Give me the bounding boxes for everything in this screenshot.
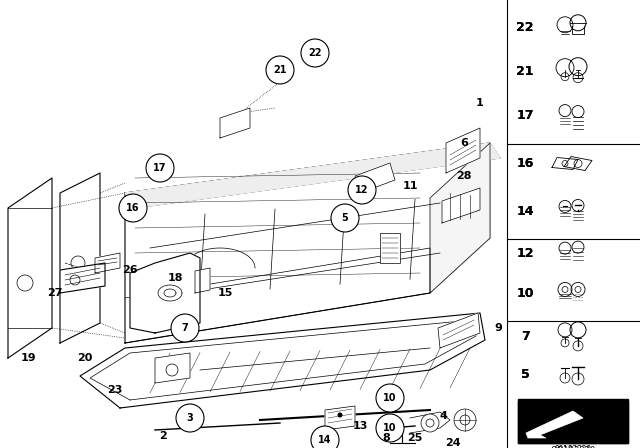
Polygon shape	[526, 408, 588, 438]
Circle shape	[376, 414, 404, 442]
Text: 3: 3	[521, 403, 529, 417]
Text: 10: 10	[516, 287, 534, 300]
Bar	[380, 233, 400, 263]
Text: 23: 23	[108, 385, 123, 395]
Polygon shape	[60, 173, 100, 343]
Circle shape	[266, 56, 294, 84]
Text: 22: 22	[516, 21, 534, 34]
Polygon shape	[442, 188, 480, 223]
Text: 20: 20	[77, 353, 93, 363]
Text: 1: 1	[476, 98, 484, 108]
Circle shape	[176, 404, 204, 432]
Text: 12: 12	[516, 246, 534, 260]
Text: 21: 21	[516, 65, 534, 78]
Text: 14: 14	[318, 435, 332, 445]
Circle shape	[337, 413, 342, 418]
Text: 5: 5	[342, 213, 348, 223]
Text: 24: 24	[445, 438, 461, 448]
Polygon shape	[220, 108, 250, 138]
Text: 12: 12	[516, 246, 534, 260]
Polygon shape	[446, 128, 480, 173]
Text: 10: 10	[383, 423, 397, 433]
Text: OO183330: OO183330	[550, 446, 596, 448]
Circle shape	[311, 426, 339, 448]
Polygon shape	[355, 163, 395, 193]
Text: 16: 16	[516, 157, 534, 170]
Text: 11: 11	[403, 181, 418, 191]
Polygon shape	[410, 412, 450, 433]
Circle shape	[454, 409, 476, 431]
Text: 8: 8	[382, 433, 390, 443]
Polygon shape	[195, 268, 210, 293]
Circle shape	[301, 39, 329, 67]
Text: 17: 17	[153, 163, 167, 173]
Text: 19: 19	[20, 353, 36, 363]
Text: 7: 7	[520, 330, 529, 344]
Text: 21: 21	[273, 65, 287, 75]
Circle shape	[119, 194, 147, 222]
Text: 14: 14	[516, 205, 534, 218]
Text: 10: 10	[516, 287, 534, 300]
Text: 13: 13	[352, 421, 368, 431]
Polygon shape	[130, 253, 200, 333]
Text: 26: 26	[122, 265, 138, 275]
Text: 5: 5	[520, 368, 529, 382]
Text: 16: 16	[126, 203, 140, 213]
Text: 2: 2	[159, 431, 167, 441]
Text: 15: 15	[218, 288, 233, 298]
Polygon shape	[155, 353, 190, 383]
Circle shape	[376, 384, 404, 412]
Text: 12: 12	[355, 185, 369, 195]
Text: 10: 10	[383, 393, 397, 403]
Text: 3: 3	[187, 413, 193, 423]
Text: OO183330: OO183330	[554, 445, 591, 448]
Polygon shape	[325, 406, 355, 430]
Bar	[518, 399, 628, 443]
Polygon shape	[526, 411, 583, 438]
Bar	[518, 401, 628, 443]
Text: 28: 28	[456, 171, 472, 181]
Text: 6: 6	[460, 138, 468, 148]
Text: 4: 4	[439, 411, 447, 421]
Text: 22: 22	[516, 21, 534, 34]
Polygon shape	[8, 178, 52, 358]
Text: 21: 21	[516, 65, 534, 78]
Polygon shape	[95, 253, 120, 273]
Text: 16: 16	[516, 157, 534, 170]
Polygon shape	[430, 143, 490, 293]
Text: 17: 17	[516, 109, 534, 122]
Text: 9: 9	[494, 323, 502, 333]
Circle shape	[348, 176, 376, 204]
Polygon shape	[438, 313, 480, 348]
Text: 27: 27	[47, 288, 63, 298]
Circle shape	[171, 314, 199, 342]
Circle shape	[331, 204, 359, 232]
Text: 7: 7	[182, 323, 188, 333]
Circle shape	[421, 414, 439, 432]
Text: 17: 17	[516, 109, 534, 122]
Text: 5: 5	[520, 368, 529, 382]
Text: 25: 25	[407, 433, 422, 443]
Polygon shape	[125, 143, 490, 343]
Text: 7: 7	[520, 330, 529, 344]
Polygon shape	[80, 313, 485, 408]
Text: 18: 18	[167, 273, 183, 283]
Text: 14: 14	[516, 205, 534, 218]
Polygon shape	[125, 143, 500, 208]
Polygon shape	[60, 263, 105, 293]
Circle shape	[146, 154, 174, 182]
Text: 3: 3	[521, 403, 529, 417]
Text: 22: 22	[308, 48, 322, 58]
